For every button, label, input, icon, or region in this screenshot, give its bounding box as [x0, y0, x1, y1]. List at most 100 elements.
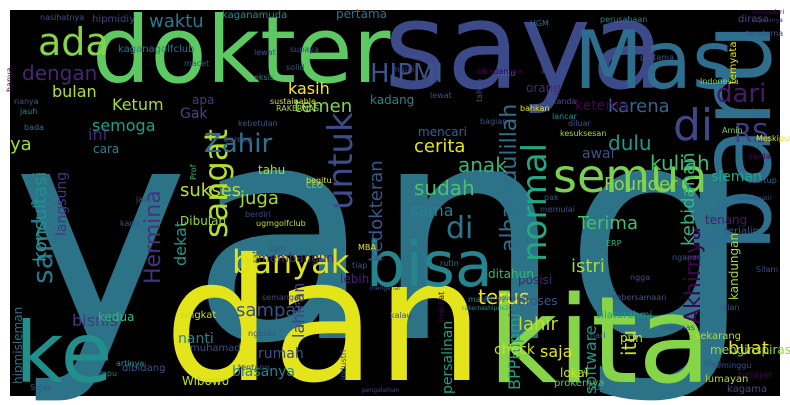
word-rakernashipmi2023: rakernashipmi2023 — [462, 305, 520, 312]
word-nasihatnya: nasihatnya — [40, 13, 84, 22]
word-temen: temen — [294, 96, 352, 117]
word-sustainable: sustainable — [270, 97, 316, 106]
word-kanda: kanda — [552, 97, 577, 106]
word-singkat: singkat — [180, 310, 216, 321]
word-terjalin: terjalin — [724, 226, 759, 237]
word-bagian: bagian — [480, 117, 507, 126]
word-konsultasi: konsultasi — [30, 172, 51, 262]
word-ditahun: ditahun — [488, 267, 534, 281]
word-prof: Prof — [189, 164, 198, 180]
word-terutama: terutama — [746, 29, 783, 38]
word-pengalaman: pengalaman — [362, 387, 400, 394]
word-software: software — [581, 325, 600, 394]
word-sukses: sukses — [180, 180, 241, 201]
word-amin: Amin — [722, 126, 743, 135]
word-begitu: begitu — [306, 176, 332, 185]
word-kecil: kecil — [402, 51, 420, 60]
word-kuliah: kuliah — [650, 151, 710, 175]
word-tenang: tenang — [705, 213, 747, 227]
word-ngga: ngga — [630, 273, 650, 282]
word-perusahaan: perusahaan — [600, 15, 647, 24]
word-lewat: lewat — [254, 48, 276, 57]
word-hipmisleman: hipmisleman — [11, 307, 25, 384]
word-ini: ini — [88, 125, 107, 144]
word-hipmidiy: hipmidiy — [92, 14, 135, 25]
word-belajar: belajar — [738, 370, 773, 381]
word-asal: asal — [539, 58, 548, 74]
word-awal: awal — [582, 146, 615, 162]
word-menyadari: menyadari — [752, 9, 785, 16]
word-tahun: tahun — [475, 79, 484, 102]
word-sat: sat — [251, 251, 260, 263]
word-untuk: untuk — [321, 112, 361, 210]
word-di: di — [673, 100, 713, 151]
word-akhirnya: Akhirnya — [681, 227, 706, 324]
word-banyak: banyak — [232, 243, 350, 281]
word-hermina: Hermina — [141, 190, 166, 284]
word-rakernas: RAKERNAS — [276, 104, 319, 113]
word-diluar: diluar — [568, 119, 591, 128]
word-mencari: mencari — [418, 125, 467, 139]
word-lumayan: lumayan — [705, 374, 748, 385]
word-apa: apa — [192, 93, 214, 107]
word-posisi: posisi — [518, 273, 552, 287]
word-industri: industri — [339, 350, 348, 380]
word-prokernya: prokernya — [554, 378, 604, 389]
word-cara: cara — [93, 142, 119, 156]
word-lewat: lewat — [430, 91, 452, 100]
word-semangat: semangat — [262, 293, 302, 302]
word-indonesia: Indonesia — [700, 77, 739, 86]
word-kita: kita — [488, 272, 711, 405]
word-nanti: nanti — [178, 331, 214, 347]
word-dari: dari — [716, 79, 766, 109]
word-sejak: Sejak — [30, 383, 52, 392]
word-rumah: rumah — [258, 346, 304, 362]
word-normal: normal — [515, 143, 555, 262]
word-sekhamatir: sekhamatir — [738, 195, 772, 202]
word-juga: juga — [239, 188, 279, 209]
word-pun: pun — [620, 331, 643, 345]
word-waktu: waktu — [149, 11, 204, 32]
word-muhamad: muhamad — [190, 343, 241, 354]
word-ujian: ujian — [720, 303, 740, 312]
word-saya: saya — [384, 0, 665, 117]
word-kami: kami — [120, 219, 139, 228]
word-biasanya: biasanya — [232, 364, 295, 380]
word-anak: anak — [458, 153, 507, 177]
word-check: check — [494, 342, 536, 358]
word-macet: macet — [184, 59, 209, 68]
word-solid: solid — [286, 63, 305, 72]
word-sleman: sleman — [711, 169, 762, 185]
word-hari: hari — [590, 331, 605, 340]
word-dirasa: dirasa — [738, 14, 769, 25]
word-kagama: kagama — [727, 384, 767, 395]
word-bisnis: bisnis — [72, 311, 118, 330]
word-kaganamuda: kaganamuda — [222, 10, 287, 21]
word-semoga: semoga — [92, 116, 156, 135]
word-eksis: eksis — [254, 73, 274, 82]
word-pak: pak — [544, 193, 559, 202]
word-bada: bada — [24, 123, 44, 132]
word-saja: saja — [540, 342, 572, 361]
word-kaganagolfclub: kaganagolfclub — [118, 44, 194, 55]
word-bareng: bareng — [224, 135, 252, 144]
word-ngecek: ngecek — [248, 329, 277, 338]
word-pertama: pertama — [336, 7, 387, 21]
word-rs: RS — [734, 119, 769, 149]
word-ada: ada — [38, 20, 109, 64]
word-cerita: cerita — [414, 136, 465, 157]
word-pratama: pratama — [640, 53, 674, 62]
word-buat: buat — [728, 338, 769, 359]
word-proses: proses — [518, 294, 558, 308]
word-bahkan: bahkan — [520, 104, 550, 113]
word-dibadannya: dibadannya — [476, 67, 523, 76]
word-mengenai: mengenai — [370, 285, 400, 292]
word-meskipun: Meskipun — [756, 134, 790, 143]
word-tentang: tentang — [238, 363, 269, 372]
word-karena: karena — [608, 96, 670, 117]
word-istri: istri — [571, 256, 605, 277]
word-orang: orang — [526, 81, 561, 95]
word-artinya: artinya — [116, 359, 144, 368]
word-wibowo: Wibowo — [182, 374, 229, 388]
